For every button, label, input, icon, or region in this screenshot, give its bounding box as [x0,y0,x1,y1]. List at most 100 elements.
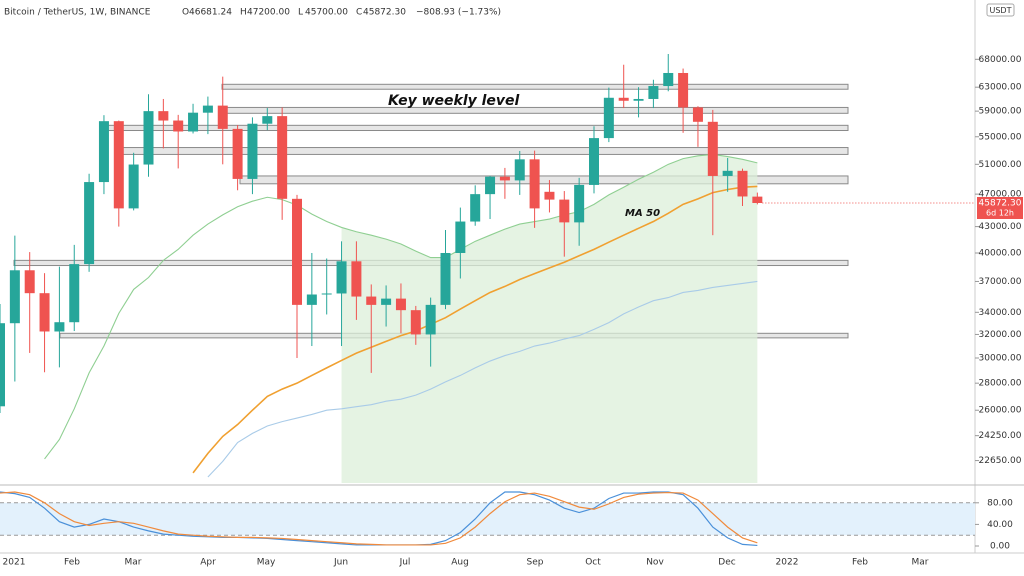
candle-body [410,310,421,335]
y-tick-label: 30000.00 [979,353,1022,363]
y-tick-label: 59000.00 [979,107,1022,117]
x-tick-label: Dec [718,558,735,568]
ohlc-label: O [182,8,189,18]
x-tick-label: Jun [333,558,348,568]
candle-body [173,120,184,132]
y-tick-label: 28000.00 [979,379,1022,389]
oscillator [0,491,975,547]
y-tick-label: 68000.00 [979,55,1022,65]
price-tag-label: 45872.30 [979,198,1022,208]
x-tick-label: Feb [64,558,80,568]
x-tick-label: Jul [399,558,411,568]
oscillator-band [0,502,975,536]
x-tick-label: 2021 [3,558,26,568]
candle-body [440,252,451,305]
symbol: Bitcoin / TetherUS, 1W, BINANCE [4,8,151,18]
ohlc-label: C [356,8,362,18]
y-tick-label: 43000.00 [979,222,1022,232]
candle-body [262,116,273,124]
candle-body [648,86,659,99]
ohlc-label: H [240,8,247,18]
candle-body [292,198,302,305]
candle-body [321,293,332,295]
candle-body [692,107,703,122]
currency: USDT [990,6,1012,15]
x-tick-label: Mar [125,558,142,568]
ohlc-label: L [298,8,303,18]
x-tick-label: Nov [646,558,664,568]
candle-body [84,182,95,265]
candle-body [217,105,228,129]
osc-tick-label: 40.00 [987,520,1013,530]
countdown: 6d 12h [986,208,1014,217]
price-tag [977,196,1023,219]
y-tick-label: 47000.00 [979,190,1022,200]
ohlc-value: 45700.00 [305,8,348,18]
candle-body [663,72,674,87]
candle-body [39,293,50,332]
x-tick-label: May [257,558,276,568]
x-tick-label: Apr [200,558,216,568]
y-tick-label: 63000.00 [979,83,1022,93]
candle-body [574,184,585,223]
x-tick-label: Aug [451,558,469,568]
candle-body [737,170,748,197]
candle-body [678,72,689,108]
moving-average [207,280,758,478]
ohlc-value: 45872.30 [363,8,406,18]
osc-tick-label: 0.00 [990,542,1010,552]
moving-average [44,153,758,460]
stoch-d [0,491,758,546]
candle-body [69,264,80,323]
annotation: MA 50 [625,208,660,219]
candle-body [98,121,109,183]
candle-body [202,105,213,113]
y-tick-label: 32000.00 [979,330,1022,340]
candle-body [499,176,510,181]
candle-body [306,294,317,305]
candle-body [722,170,733,176]
candle-body [336,261,347,294]
x-tick-label: Mar [912,558,929,568]
key-level [221,83,849,90]
key-level [99,124,849,132]
x-tick-label: Feb [852,558,868,568]
candle-body [455,221,466,253]
candle-body [544,191,555,200]
key-level [221,106,849,114]
candle-body [514,159,525,181]
candle-body [366,296,377,305]
y-tick-label: 34000.00 [979,308,1022,318]
ohlc-value: 46681.24 [189,8,232,18]
candle-body [9,270,20,324]
candle-body [470,194,481,222]
candle-body [247,123,258,179]
candle-body [633,98,644,101]
candle-body [158,111,169,121]
candle-body [24,270,35,294]
candle-body [351,261,362,297]
candle-body [54,322,65,332]
candle-body [113,121,124,209]
x-tick-label: 2022 [776,558,799,568]
y-tick-label: 22650.00 [979,456,1022,466]
candle-body [128,164,139,209]
currency-box [986,3,1015,17]
candle-body [277,116,288,199]
candle-body [707,121,718,176]
candle-body [143,111,154,165]
candle-body [752,196,763,203]
ohlc-value: 47200.00 [247,8,290,18]
y-tick-label: 26000.00 [979,406,1022,416]
y-tick-label: 51000.00 [979,160,1022,170]
plot: Key weekly level MA 50 [0,53,849,483]
x-tick-label: Oct [585,558,601,568]
y-tick-label: 24250.00 [979,431,1022,441]
candle-body [603,97,614,139]
candle-body [529,159,540,209]
candle-body [485,176,496,195]
candle-body [232,128,243,179]
candle-body [188,112,199,132]
osc-tick-label: 80.00 [987,498,1013,508]
